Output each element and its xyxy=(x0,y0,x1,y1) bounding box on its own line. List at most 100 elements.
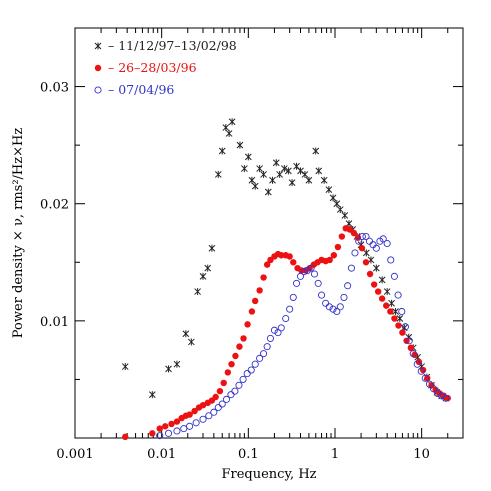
legend-marker xyxy=(94,42,102,50)
data-point xyxy=(199,415,207,423)
data-point xyxy=(224,369,232,376)
data-point xyxy=(276,170,284,178)
data-point xyxy=(365,237,374,245)
data-point xyxy=(173,427,181,435)
data-point xyxy=(312,147,320,155)
data-point xyxy=(260,274,267,281)
data-point xyxy=(288,179,296,187)
x-tick-label: 0.01 xyxy=(147,447,176,462)
data-point xyxy=(282,314,290,323)
data-point xyxy=(214,170,222,178)
data-point xyxy=(194,288,201,296)
data-point xyxy=(168,420,175,428)
legend-label: – 07/04/96 xyxy=(108,82,174,97)
data-point xyxy=(243,370,251,378)
data-point xyxy=(320,176,328,184)
data-point xyxy=(260,170,267,178)
data-point xyxy=(289,293,297,301)
data-point xyxy=(165,365,172,373)
data-point xyxy=(325,303,333,311)
data-point xyxy=(417,367,425,375)
x-tick-label: 0.1 xyxy=(238,447,259,462)
data-point xyxy=(228,118,236,126)
data-point xyxy=(187,338,195,346)
data-point xyxy=(247,366,255,374)
data-point xyxy=(303,266,311,275)
data-point xyxy=(330,252,338,259)
data-point xyxy=(272,159,280,167)
data-point xyxy=(149,430,156,437)
series-1 xyxy=(122,225,451,441)
data-point xyxy=(260,350,268,358)
series-0 xyxy=(121,118,450,402)
data-point xyxy=(395,322,402,329)
data-point xyxy=(248,308,256,315)
data-point xyxy=(256,354,264,362)
data-point xyxy=(399,329,406,336)
data-point xyxy=(391,315,398,322)
y-tick-label: 0.02 xyxy=(40,198,69,213)
data-point xyxy=(296,272,305,280)
data-point xyxy=(244,153,252,161)
data-point xyxy=(236,343,243,350)
data-point xyxy=(444,394,451,402)
data-point xyxy=(322,299,330,307)
x-tick-label: 1 xyxy=(331,447,339,462)
data-point xyxy=(264,188,272,196)
data-point xyxy=(336,206,344,214)
data-point xyxy=(315,167,323,175)
data-point xyxy=(278,252,285,259)
data-point xyxy=(293,162,300,170)
data-point xyxy=(347,264,356,272)
axis-ticks xyxy=(74,27,464,438)
data-point xyxy=(231,387,239,395)
data-point xyxy=(421,374,429,382)
data-series xyxy=(121,118,451,441)
data-point xyxy=(378,276,386,284)
y-tick-label: 0.01 xyxy=(40,315,69,330)
data-point xyxy=(156,425,163,432)
plot-frame xyxy=(74,27,464,439)
data-point xyxy=(232,352,239,360)
data-point xyxy=(379,235,387,243)
data-point xyxy=(351,249,359,257)
data-point xyxy=(227,391,235,399)
data-point xyxy=(191,407,198,415)
data-point xyxy=(413,360,421,368)
data-point xyxy=(396,315,404,323)
x-tick-label: 0.001 xyxy=(56,447,93,462)
data-point xyxy=(358,232,366,241)
data-point xyxy=(355,237,363,245)
data-point xyxy=(266,334,274,342)
data-point xyxy=(340,293,348,301)
data-point xyxy=(173,360,181,368)
data-point xyxy=(372,244,380,252)
data-point xyxy=(263,261,271,268)
data-point xyxy=(122,433,129,441)
data-point xyxy=(333,307,341,316)
data-point xyxy=(236,141,244,149)
data-point xyxy=(192,419,200,427)
data-point xyxy=(269,176,276,184)
data-point xyxy=(218,147,226,155)
data-point xyxy=(182,330,190,338)
data-point xyxy=(297,167,304,175)
data-point xyxy=(401,323,409,331)
data-point xyxy=(301,170,309,178)
data-point xyxy=(300,268,308,276)
data-point xyxy=(121,363,129,371)
legend-label: – 26–28/03/96 xyxy=(108,60,197,75)
data-point xyxy=(378,295,386,302)
data-point xyxy=(248,176,256,184)
data-point xyxy=(336,303,344,311)
data-point xyxy=(383,302,390,309)
x-tick-labels: 0.001 0.01 0.1 1 10 xyxy=(56,447,430,462)
data-point xyxy=(334,243,342,251)
data-point xyxy=(286,253,293,260)
data-point xyxy=(212,393,219,401)
data-point xyxy=(240,335,247,342)
data-point xyxy=(220,379,227,387)
data-point xyxy=(307,264,315,272)
data-point xyxy=(216,387,224,395)
